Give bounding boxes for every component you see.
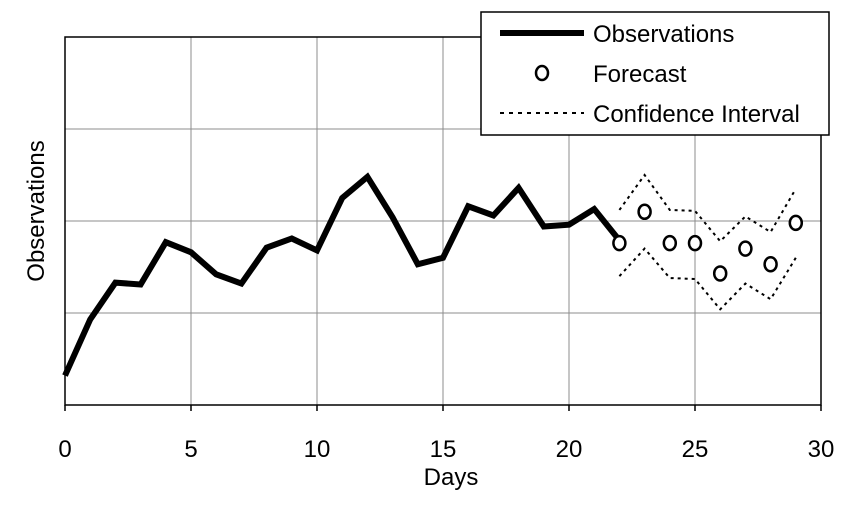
forecast-point bbox=[763, 255, 778, 273]
x-tick-label: 15 bbox=[430, 436, 457, 463]
forecast-point bbox=[712, 265, 728, 282]
x-tick-label: 0 bbox=[58, 436, 71, 463]
x-axis-label: Days bbox=[424, 464, 479, 491]
legend-confidence-interval-label: Confidence Interval bbox=[593, 101, 800, 128]
x-tick-label: 10 bbox=[304, 436, 331, 463]
forecast-points bbox=[612, 203, 804, 282]
forecast-point bbox=[687, 234, 703, 252]
forecast-point bbox=[788, 214, 804, 232]
legend-observations-label: Observations bbox=[593, 21, 734, 48]
forecast-point bbox=[738, 240, 753, 257]
x-tick-label: 25 bbox=[682, 436, 709, 463]
observations-line bbox=[62, 172, 622, 377]
x-tick-label: 30 bbox=[808, 436, 835, 463]
observations-series-line bbox=[62, 172, 622, 377]
x-axis-ticks bbox=[64, 405, 822, 411]
x-tick-label: 5 bbox=[184, 436, 197, 463]
x-axis-tick-labels: 0 5 10 15 20 25 30 bbox=[58, 436, 834, 463]
y-axis-label: Observations bbox=[23, 140, 50, 281]
x-tick-label: 20 bbox=[556, 436, 583, 463]
legend-forecast-label: Forecast bbox=[593, 61, 687, 88]
legend-forecast-swatch bbox=[534, 64, 550, 82]
confidence-interval-lower bbox=[618, 247, 797, 311]
forecast-point bbox=[612, 234, 627, 252]
confidence-interval-lines bbox=[618, 173, 797, 311]
confidence-interval-upper bbox=[618, 173, 797, 243]
forecast-point bbox=[662, 234, 678, 252]
legend: Observations Forecast Confidence Interva… bbox=[480, 11, 830, 136]
forecast-point bbox=[637, 203, 652, 221]
